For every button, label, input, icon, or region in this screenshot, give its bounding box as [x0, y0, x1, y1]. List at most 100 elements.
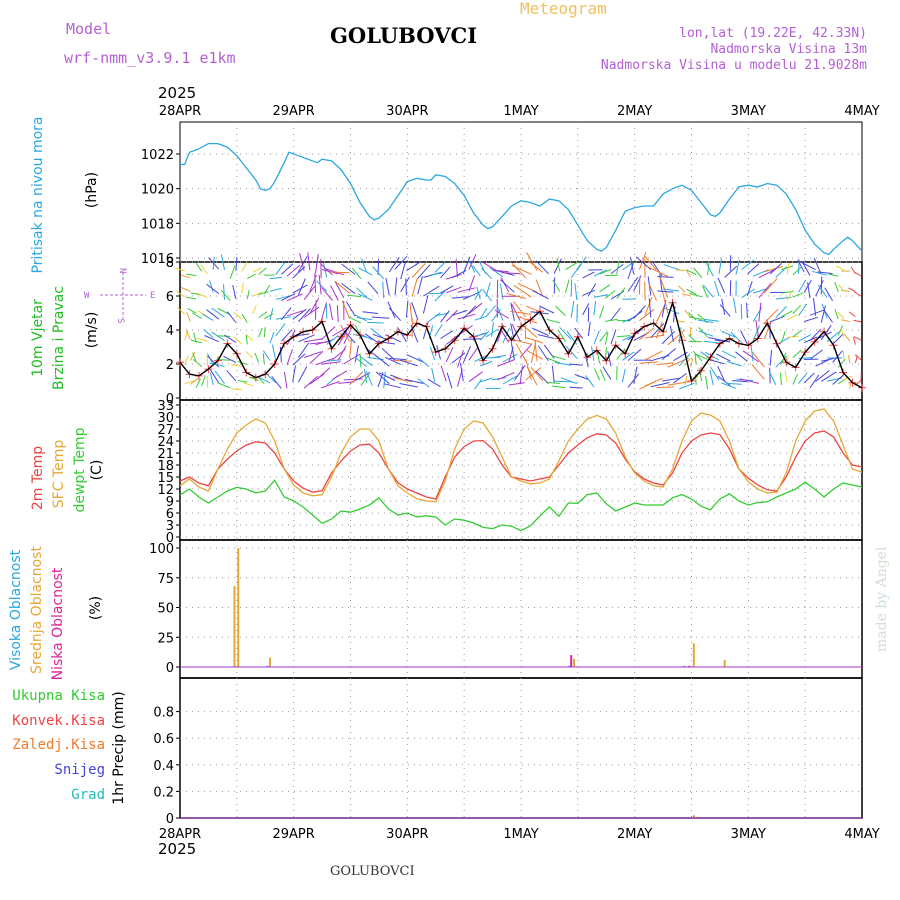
wind-vector [554, 380, 572, 383]
product-title: Meteogram [520, 0, 607, 18]
wind-vector [191, 312, 203, 319]
wind-vector [792, 349, 802, 358]
wind-vector [491, 322, 494, 337]
wind-vector [372, 266, 385, 280]
wind-vector [269, 276, 282, 280]
wind-vector [837, 311, 845, 319]
wind-vector [474, 378, 483, 390]
wind-vector [245, 334, 248, 345]
wind-vector [841, 319, 850, 322]
y-tick-label: 6 [166, 290, 174, 305]
wind-vector [510, 310, 532, 315]
wind-vector [786, 354, 789, 367]
time-label-top: 3MAY [731, 104, 766, 119]
wind-vector [362, 311, 379, 314]
y-tick-label: 4 [166, 324, 174, 339]
wind-vector [817, 271, 833, 275]
wind-vector [519, 343, 533, 358]
wind-vector [243, 382, 254, 387]
temp-label-sfc: SFC Temp [51, 440, 67, 509]
cloud-unit: (%) [88, 596, 104, 620]
wind-vector [440, 330, 454, 339]
wind-vector [332, 326, 348, 337]
wind-vector [462, 346, 471, 364]
temp-label-2m: 2m Temp [30, 446, 46, 510]
wind-vector [269, 287, 282, 292]
wind-vector [798, 334, 812, 342]
wind-vector [786, 313, 798, 321]
y-tick-label: 0.4 [153, 759, 174, 774]
wind-vector [315, 357, 334, 366]
wind-vector [281, 307, 292, 321]
wind-vector [685, 269, 692, 278]
wind-vector [227, 311, 237, 323]
wind-vector [298, 334, 315, 343]
y-tick-label: 15 [157, 471, 174, 486]
wind-vector [726, 360, 742, 367]
wind-vector [836, 265, 845, 271]
elevation-text: Nadmorska Visina 13m [710, 42, 867, 57]
wind-vector [703, 284, 714, 298]
wind-vector [604, 332, 609, 345]
wind-vector [648, 298, 652, 318]
wind-vector [593, 269, 608, 277]
wind-speed-line [179, 300, 863, 389]
wind-vector [798, 303, 807, 317]
wind-vector [532, 290, 549, 300]
wind-vector [842, 350, 845, 360]
wind-vector [417, 264, 431, 279]
time-label-bottom: 1MAY [503, 827, 538, 842]
wind-vector [388, 307, 402, 322]
wind-vector [428, 312, 441, 322]
wind-vector [587, 321, 591, 337]
wind-vector [553, 258, 562, 274]
wind-vector [627, 348, 642, 361]
temp-unit: (C) [89, 460, 105, 481]
wind-vector [638, 275, 641, 295]
wind-vector [281, 263, 294, 275]
y-tick-label: 0.8 [153, 706, 174, 721]
wind-vector [681, 293, 691, 297]
y-tick-label: 21 [157, 447, 174, 462]
wind-vector [673, 372, 687, 384]
wind-vector [524, 319, 527, 340]
wind-vector [479, 307, 488, 320]
wind-vector [639, 327, 655, 341]
wind-vector [356, 287, 367, 298]
wind-vector [307, 252, 311, 271]
wind-vector [602, 366, 612, 380]
wind-vector [779, 372, 782, 385]
wind-vector [451, 296, 469, 299]
wind-vector [812, 270, 828, 276]
y-tick-label: 100 [149, 542, 174, 557]
wind-vector [474, 332, 487, 337]
wind-vector [663, 264, 680, 271]
wind-vector [411, 263, 426, 278]
wind-vector [750, 345, 754, 362]
wind-label-2: Brzina i Pravac [51, 286, 67, 390]
time-label-top: 2MAY [617, 104, 652, 119]
wind-vector [630, 256, 635, 275]
wind-vector [334, 280, 350, 294]
y-tick-label: 1022 [141, 148, 174, 163]
wind-vector [582, 289, 595, 296]
wind-vector [769, 315, 785, 323]
wind-vector [717, 366, 726, 382]
wind-vector [832, 333, 844, 345]
y-tick-label: 27 [157, 423, 174, 438]
wind-vector [254, 352, 260, 363]
wind-vector [703, 318, 720, 322]
location-title: GOLUBOVCI [330, 23, 477, 48]
wind-vector [303, 285, 316, 301]
time-label-top: 30APR [386, 104, 428, 119]
wind-vector [708, 359, 725, 365]
wind-vector [751, 364, 765, 380]
wind-vector [377, 372, 384, 388]
wind-vector [394, 255, 408, 270]
wind-vector [576, 256, 587, 271]
wind-vector [621, 368, 626, 383]
wind-vector [500, 279, 515, 293]
wind-vector [686, 269, 697, 275]
wind-vector [714, 339, 731, 343]
wind-vector [695, 353, 708, 360]
